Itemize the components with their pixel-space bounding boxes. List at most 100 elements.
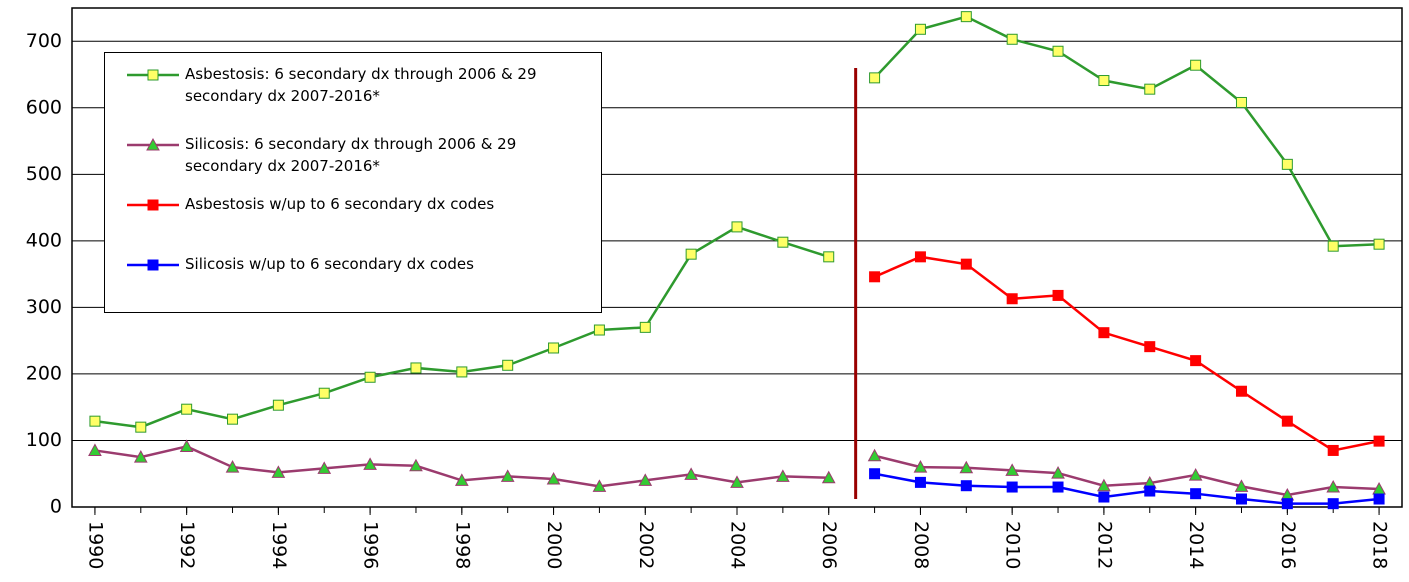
series-line (874, 454, 1380, 497)
point (1327, 444, 1339, 456)
point (1373, 238, 1385, 250)
x-tick-label: 2004 (727, 521, 749, 569)
point (869, 271, 881, 283)
series-line (874, 255, 1380, 452)
point (960, 11, 972, 23)
y-tick-label: 600 (26, 96, 62, 118)
point (914, 251, 926, 263)
point (960, 258, 972, 270)
point (959, 460, 974, 474)
x-tick-label: 2018 (1369, 521, 1391, 569)
legend-label: Asbestosis: 6 secondary dx through 2006 … (185, 65, 537, 105)
point (1188, 468, 1203, 481)
point (1144, 341, 1156, 353)
point (1281, 158, 1293, 170)
y-tick-label: 100 (26, 429, 62, 451)
point (960, 480, 972, 492)
point (1190, 59, 1202, 71)
x-tick-label: 2012 (1093, 521, 1115, 569)
x-tick-label: 1994 (268, 521, 290, 569)
point (1326, 479, 1341, 493)
point (1052, 481, 1064, 493)
point (179, 439, 194, 452)
point (821, 470, 836, 484)
legend-swatch (127, 259, 179, 271)
point (1144, 83, 1156, 95)
point (500, 469, 515, 482)
point (1373, 435, 1385, 447)
point (1006, 481, 1018, 493)
point (1190, 355, 1202, 367)
legend: Asbestosis: 6 secondary dx through 2006 … (104, 52, 602, 313)
x-tick-label: 2006 (818, 521, 840, 569)
point (730, 475, 744, 488)
legend-swatch (127, 69, 179, 81)
point (146, 137, 160, 151)
point (731, 221, 743, 233)
x-tick-label: 1996 (360, 521, 382, 569)
point (869, 468, 881, 480)
point (454, 473, 469, 486)
x-tick-label: 1998 (451, 521, 473, 569)
point (1052, 45, 1064, 57)
point (318, 387, 330, 399)
series-line (874, 472, 1380, 505)
point (1235, 493, 1247, 505)
point (133, 450, 148, 463)
x-tick-label: 2000 (543, 521, 565, 569)
point (1098, 327, 1110, 339)
point (548, 342, 560, 354)
point (1235, 385, 1247, 397)
point (1281, 415, 1293, 427)
point (1006, 33, 1018, 45)
legend-label: Silicosis w/up to 6 secondary dx codes (185, 255, 474, 273)
point (272, 399, 284, 411)
x-tick-label: 2008 (910, 521, 932, 569)
y-tick-label: 700 (26, 30, 62, 52)
point (89, 415, 101, 427)
y-tick-label: 0 (50, 496, 62, 518)
point (147, 69, 159, 81)
x-tick-label: 2016 (1277, 521, 1299, 569)
point (502, 359, 514, 371)
point (684, 467, 698, 480)
point (1235, 96, 1247, 108)
point (456, 366, 468, 378)
point (1097, 478, 1111, 492)
point (1006, 293, 1018, 305)
point (181, 403, 193, 415)
x-tick-label: 2010 (1002, 521, 1024, 569)
point (1190, 488, 1202, 500)
point (227, 413, 239, 425)
point (410, 362, 422, 374)
point (1327, 240, 1339, 252)
point (363, 457, 377, 470)
point (88, 443, 102, 456)
point (271, 465, 286, 478)
point (914, 476, 926, 488)
point (225, 460, 240, 473)
point (685, 248, 697, 260)
y-tick-label: 300 (26, 296, 62, 318)
point (639, 321, 651, 333)
series-line (873, 15, 1380, 248)
legend-label: Asbestosis w/up to 6 secondary dx codes (185, 195, 495, 213)
point (1373, 493, 1385, 505)
point (867, 448, 882, 462)
y-tick-label: 400 (26, 229, 62, 251)
point (592, 479, 607, 492)
x-tick-label: 2002 (635, 521, 657, 569)
point (1051, 466, 1065, 479)
point (777, 236, 789, 248)
point (1144, 485, 1156, 497)
y-tick-label: 500 (26, 163, 62, 185)
point (638, 473, 653, 486)
point (823, 251, 835, 263)
point (135, 421, 147, 433)
y-tick-label: 200 (26, 362, 62, 384)
point (147, 199, 159, 211)
point (869, 72, 881, 84)
point (317, 461, 332, 474)
point (914, 23, 926, 35)
